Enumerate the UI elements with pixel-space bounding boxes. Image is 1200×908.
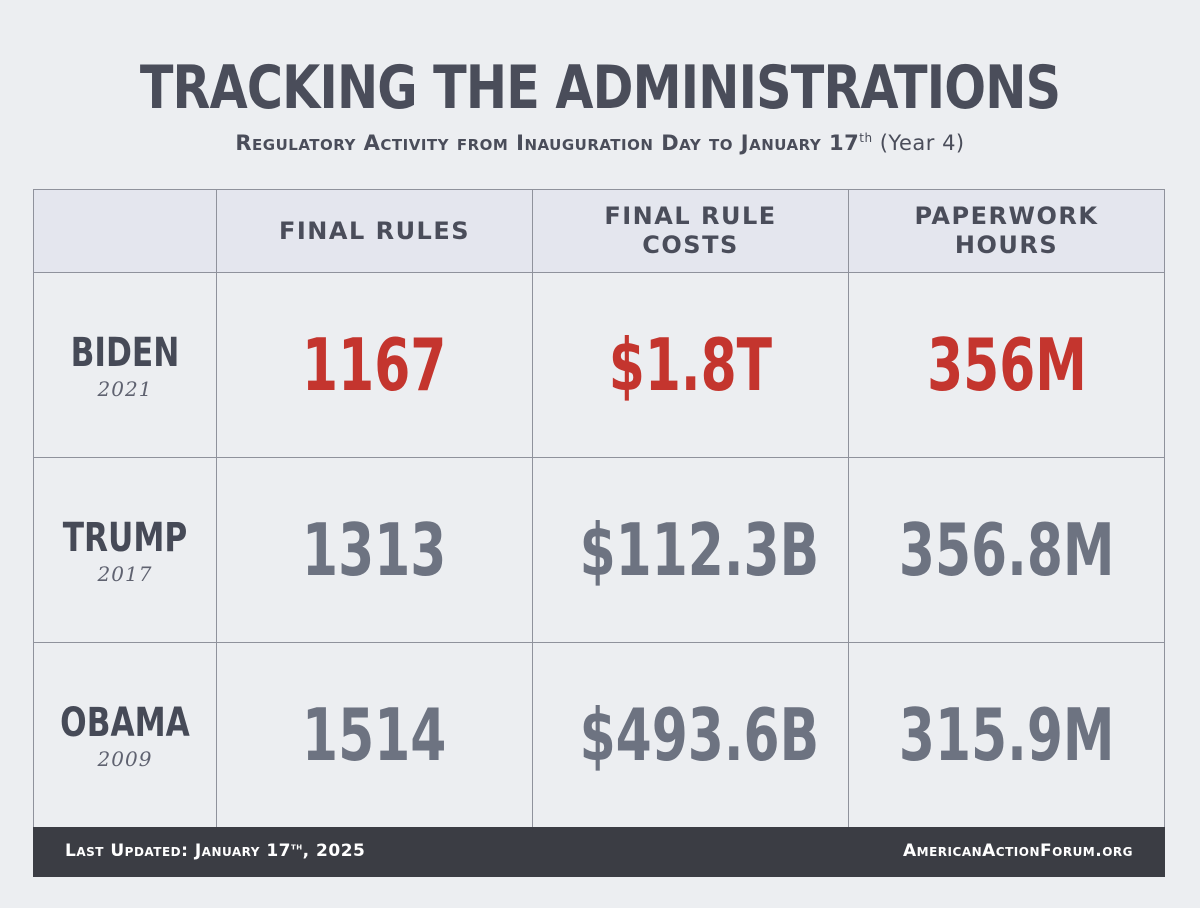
value-cell-final-rules: 1514 bbox=[216, 642, 533, 828]
value-final-rules: 1514 bbox=[302, 693, 447, 777]
header-final-rules: FINAL RULES bbox=[216, 189, 533, 273]
admin-name: BIDEN bbox=[70, 330, 180, 376]
value-final-rule-costs: $1.8T bbox=[608, 323, 773, 407]
value-cell-final-rule-costs: $112.3B bbox=[532, 457, 849, 643]
value-paperwork-hours: 315.9M bbox=[898, 693, 1115, 777]
header-row: FINAL RULES FINAL RULE COSTS PAPERWORK HOU… bbox=[33, 189, 1165, 273]
footer-bar: Last Updated: January 17th, 2025 America… bbox=[33, 827, 1165, 877]
admin-label-cell: TRUMP 2017 bbox=[33, 457, 217, 643]
value-final-rules: 1167 bbox=[302, 323, 447, 407]
comparison-table: FINAL RULES FINAL RULE COSTS PAPERWORK HOU… bbox=[33, 189, 1165, 828]
last-updated: Last Updated: January 17th, 2025 bbox=[65, 841, 365, 861]
value-cell-paperwork-hours: 356.8M bbox=[848, 457, 1165, 643]
header-paperwork-hours-label: PAPERWORK HOURS bbox=[914, 202, 1099, 259]
value-final-rule-costs: $493.6B bbox=[579, 693, 820, 777]
last-updated-superscript: th bbox=[291, 841, 303, 853]
source-site: AmericanActionForum.org bbox=[903, 841, 1133, 861]
table-row-trump: TRUMP 2017 1313 $112.3B 356.8M bbox=[33, 457, 1165, 643]
value-paperwork-hours: 356.8M bbox=[898, 508, 1115, 592]
value-cell-final-rules: 1313 bbox=[216, 457, 533, 643]
table-row-obama: OBAMA 2009 1514 $493.6B 315.9M bbox=[33, 642, 1165, 828]
value-paperwork-hours: 356M bbox=[926, 323, 1087, 407]
subtitle-year-note: (Year 4) bbox=[872, 131, 965, 155]
value-cell-final-rule-costs: $1.8T bbox=[532, 272, 849, 458]
value-final-rule-costs: $112.3B bbox=[579, 508, 820, 592]
admin-label-cell: BIDEN 2021 bbox=[33, 272, 217, 458]
table-row-biden: BIDEN 2021 1167 $1.8T 356M bbox=[33, 272, 1165, 458]
value-cell-paperwork-hours: 356M bbox=[848, 272, 1165, 458]
table-body: BIDEN 2021 1167 $1.8T 356M TRUMP 2017 1313 $112.… bbox=[33, 272, 1165, 828]
last-updated-suffix: , 2025 bbox=[302, 841, 366, 861]
admin-name: TRUMP bbox=[62, 515, 188, 561]
header-paperwork-hours: PAPERWORK HOURS bbox=[848, 189, 1165, 273]
last-updated-prefix: Last Updated: January 17 bbox=[65, 841, 292, 861]
value-cell-final-rule-costs: $493.6B bbox=[532, 642, 849, 828]
page-title: TRACKING THE ADMINISTRATIONS bbox=[139, 53, 1061, 123]
admin-year: 2021 bbox=[97, 377, 153, 401]
subtitle-superscript: th bbox=[859, 131, 873, 145]
header-final-rule-costs: FINAL RULE COSTS bbox=[532, 189, 849, 273]
admin-name: OBAMA bbox=[60, 700, 190, 746]
subtitle: Regulatory Activity from Inauguration Da… bbox=[0, 122, 1200, 159]
value-cell-paperwork-hours: 315.9M bbox=[848, 642, 1165, 828]
admin-year: 2017 bbox=[97, 562, 153, 586]
header-final-rule-costs-label: FINAL RULE COSTS bbox=[604, 202, 777, 259]
header-empty-cell bbox=[33, 189, 217, 273]
admin-year: 2009 bbox=[97, 747, 153, 771]
value-final-rules: 1313 bbox=[302, 508, 447, 592]
value-cell-final-rules: 1167 bbox=[216, 272, 533, 458]
admin-label-cell: OBAMA 2009 bbox=[33, 642, 217, 828]
subtitle-text: Regulatory Activity from Inauguration Da… bbox=[235, 131, 860, 155]
